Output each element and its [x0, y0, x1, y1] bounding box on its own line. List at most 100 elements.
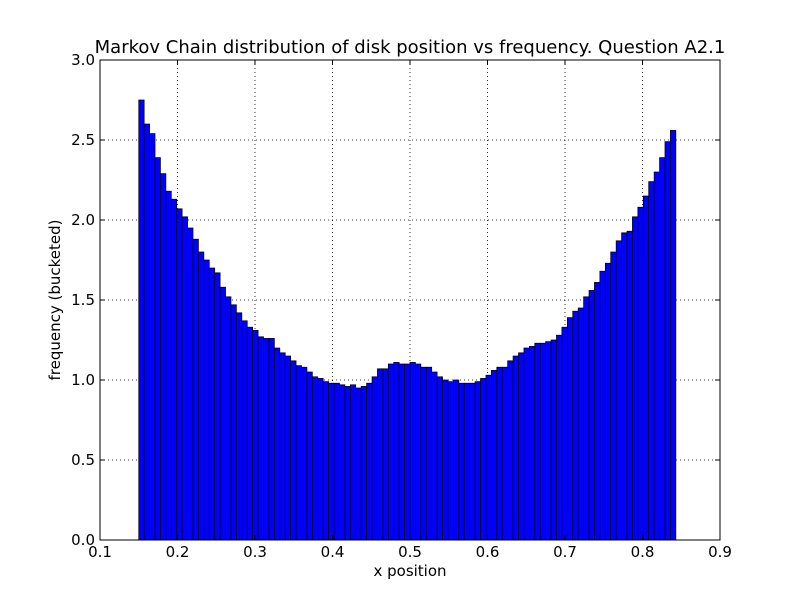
x-tick-label: 0.6: [476, 543, 500, 561]
x-tick-label: 0.5: [398, 543, 422, 561]
histogram-bar: [333, 382, 340, 541]
histogram-bar: [534, 342, 541, 541]
histogram-bar: [203, 259, 210, 541]
histogram-bar: [387, 363, 395, 541]
histogram-bar: [192, 238, 199, 541]
bars-layer: [138, 99, 677, 541]
histogram-bar: [599, 270, 606, 541]
histogram-bar: [360, 386, 367, 541]
x-tick-label: 0.7: [553, 543, 577, 561]
y-tick-label: 1.5: [71, 291, 95, 309]
histogram-bar: [648, 181, 655, 541]
histogram-bar: [339, 384, 346, 541]
histogram-bar: [550, 339, 557, 541]
histogram-bar: [301, 366, 308, 541]
histogram-bar: [621, 232, 628, 541]
x-tick-label: 0.4: [321, 543, 345, 561]
histogram-bar: [512, 355, 519, 541]
histogram-bar: [290, 360, 297, 541]
histogram-bar: [160, 173, 167, 541]
histogram-bar: [143, 123, 150, 541]
histogram-bar: [436, 376, 443, 541]
histogram-bar: [252, 330, 259, 541]
histogram-bar: [664, 141, 671, 541]
x-tick-label: 0.1: [88, 543, 112, 561]
histogram-bar: [398, 363, 405, 541]
histogram-bar: [566, 317, 574, 541]
histogram-bar: [279, 352, 286, 541]
y-tick-label: 0.0: [71, 531, 95, 549]
histogram-bar: [453, 379, 460, 541]
histogram-bar: [420, 366, 427, 541]
histogram-bar: [485, 374, 492, 541]
x-axis-label: x position: [373, 562, 446, 580]
histogram-bar: [442, 379, 449, 541]
histogram-bar: [274, 347, 281, 541]
histogram-bar: [458, 382, 465, 541]
histogram-bar: [322, 381, 329, 541]
histogram-bar: [165, 190, 172, 541]
histogram-bar: [496, 366, 503, 541]
histogram-bar: [371, 376, 378, 541]
histogram-bar: [615, 240, 622, 541]
histogram-bar: [431, 371, 438, 541]
histogram-bar: [306, 371, 313, 541]
histogram-bar: [523, 347, 530, 541]
y-tick-label: 2.0: [71, 211, 95, 229]
y-tick-label: 1.0: [71, 371, 95, 389]
histogram-bar: [208, 267, 216, 541]
histogram-bar: [377, 368, 384, 541]
y-axis-label: frequency (bucketed): [46, 220, 64, 381]
histogram-bar: [637, 206, 644, 541]
histogram-bar: [642, 195, 650, 541]
histogram-bar: [463, 382, 471, 541]
histogram-bar: [610, 251, 617, 541]
x-tick-label: 0.3: [243, 543, 267, 561]
x-tick-label: 0.8: [631, 543, 655, 561]
y-tick-label: 2.5: [71, 131, 95, 149]
histogram-bar: [312, 376, 319, 541]
histogram-bar: [344, 386, 351, 541]
histogram-bar: [583, 296, 590, 541]
histogram-bar: [241, 320, 248, 541]
ticks-layer: 0.1 0.2 0.3 0.4 0.5 0.6 0.7 0.8 0.9 0.0 0.5 1.0 1.5 2…: [71, 51, 732, 561]
histogram-bar: [366, 382, 373, 541]
histogram-bar: [268, 338, 275, 541]
histogram-bar: [284, 355, 292, 541]
histogram-bar: [225, 296, 232, 541]
histogram-bar: [214, 272, 221, 541]
histogram-bar: [469, 382, 476, 541]
histogram-bar: [670, 130, 677, 541]
histogram-bar: [653, 171, 660, 541]
histogram-bar: [474, 381, 481, 541]
histogram-bar: [507, 360, 514, 541]
histogram-bar: [491, 370, 498, 541]
histogram-bar: [355, 387, 362, 541]
histogram-bar: [415, 363, 422, 541]
histogram-bar: [626, 230, 633, 541]
histogram-bar: [518, 352, 525, 541]
histogram-bar: [604, 262, 612, 541]
histogram-bar: [577, 307, 584, 541]
histogram-bar: [556, 334, 563, 541]
histogram-bar: [539, 342, 546, 541]
histogram-bar: [404, 363, 411, 541]
histogram-bar: [230, 304, 237, 541]
x-tick-label: 0.9: [708, 543, 732, 561]
histogram-bar: [561, 326, 568, 541]
histogram-bar: [545, 341, 552, 541]
histogram-bar: [409, 362, 416, 541]
histogram-bar: [219, 286, 226, 541]
histogram-bar: [246, 326, 254, 541]
histogram-bar: [187, 227, 194, 541]
histogram-bar: [181, 216, 188, 541]
histogram-bar: [393, 362, 400, 541]
histogram-bar: [317, 378, 324, 541]
histogram-bar: [632, 216, 639, 541]
histogram-bar: [425, 366, 433, 541]
histogram-bar: [447, 381, 454, 541]
y-tick-label: 0.5: [71, 451, 95, 469]
histogram-bar: [257, 336, 264, 541]
